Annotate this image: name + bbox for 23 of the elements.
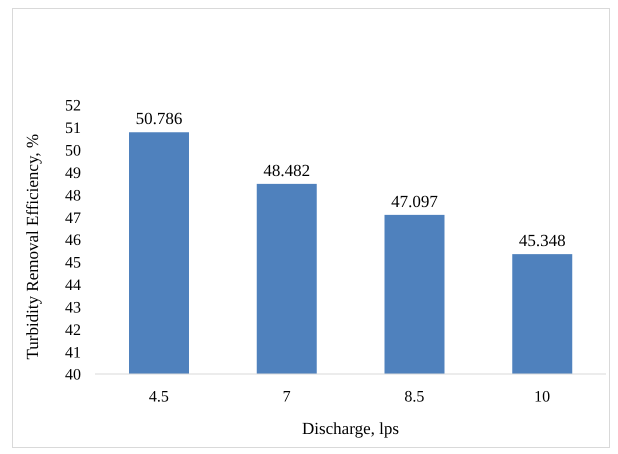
y-tick-label: 40 [65,366,81,384]
y-tick-label: 47 [65,210,81,227]
x-tick-label: 4.5 [148,388,169,406]
y-tick-label: 48 [65,187,81,204]
y-axis-title: Turbidity Removal Efficiency, % [23,134,42,360]
y-tick-label: 44 [65,277,81,294]
y-tick-label: 50 [65,142,81,160]
y-tick-label: 49 [65,164,81,182]
y-tick-label: 52 [65,98,81,115]
data-label: 50.786 [136,109,182,128]
y-tick-label: 51 [65,120,81,138]
x-tick-label: 7 [282,388,291,406]
data-label: 47.097 [391,192,438,211]
data-label: 48.482 [263,160,310,180]
y-tick-label: 45 [65,254,81,272]
data-label: 45.348 [518,231,566,250]
x-tick-label: 8.5 [404,388,424,406]
y-tick-label: 42 [65,322,81,339]
y-tick-label: 41 [65,344,81,362]
y-tick-label: 43 [65,299,81,316]
x-axis-title: Discharge, lps [302,419,399,438]
x-tick-label: 10 [534,388,550,406]
y-tick-label: 46 [65,232,81,250]
